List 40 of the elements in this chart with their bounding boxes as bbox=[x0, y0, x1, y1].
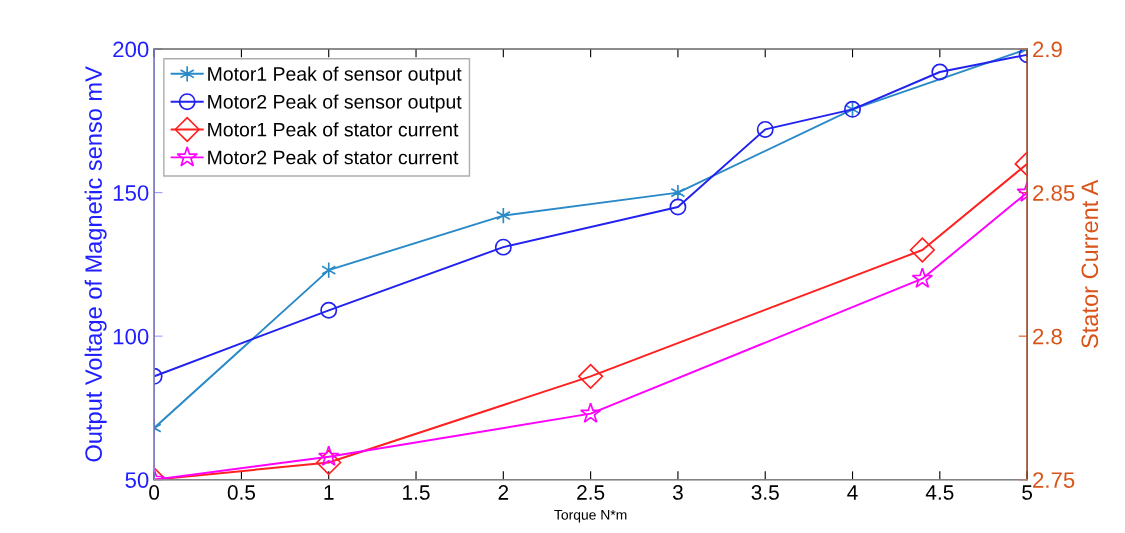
x-tick-label: 5 bbox=[1022, 485, 1033, 500]
point bbox=[756, 120, 774, 138]
legend-label: Motor1 Peak of stator current bbox=[208, 122, 459, 137]
point bbox=[316, 449, 342, 476]
legend-label: Motor1 Peak of sensor output bbox=[208, 66, 462, 85]
x-tick-label: 4.5 bbox=[925, 485, 954, 500]
x-tick-label: 3 bbox=[672, 485, 683, 500]
x-tick-label: 0 bbox=[149, 485, 160, 500]
y-tick-label: 150 bbox=[113, 185, 149, 201]
x-tick-label: 3.5 bbox=[751, 485, 779, 500]
x-tick-label: 4 bbox=[847, 485, 858, 500]
y2-axis-title: Stator Current A bbox=[1081, 179, 1099, 348]
x-tick-label: 1.5 bbox=[403, 485, 430, 500]
y2-tick-label: 2.8 bbox=[1033, 328, 1062, 345]
legend-label: Motor2 Peak of stator current bbox=[208, 150, 459, 165]
point bbox=[578, 363, 604, 389]
point bbox=[911, 267, 934, 288]
y-tick-label: 200 bbox=[113, 41, 149, 58]
point bbox=[670, 184, 686, 202]
legend-label: Motor2 Peak of sensor output bbox=[208, 94, 462, 113]
x-tick-label: 1 bbox=[324, 485, 334, 500]
y2-tick-label: 2.9 bbox=[1033, 41, 1062, 58]
point bbox=[909, 237, 935, 263]
y-tick-label: 100 bbox=[113, 328, 149, 345]
point bbox=[669, 198, 687, 216]
x-tick-label: 0.5 bbox=[227, 485, 256, 500]
y-tick-label: 50 bbox=[125, 472, 149, 488]
point bbox=[495, 207, 511, 225]
y2-tick-label: 2.85 bbox=[1033, 185, 1075, 201]
y-axis-title: Output Voltage of Magnetic senso mV bbox=[84, 66, 107, 462]
point bbox=[494, 238, 512, 256]
y2-tick-label: 2.75 bbox=[1033, 472, 1075, 488]
x-tick-label: 2 bbox=[498, 485, 509, 500]
point bbox=[320, 301, 338, 319]
point bbox=[579, 402, 602, 423]
point bbox=[321, 261, 337, 279]
x-axis-title: Torque N*m bbox=[554, 510, 627, 523]
x-tick-label: 2.5 bbox=[577, 485, 605, 500]
point bbox=[317, 445, 340, 466]
point bbox=[931, 63, 949, 81]
